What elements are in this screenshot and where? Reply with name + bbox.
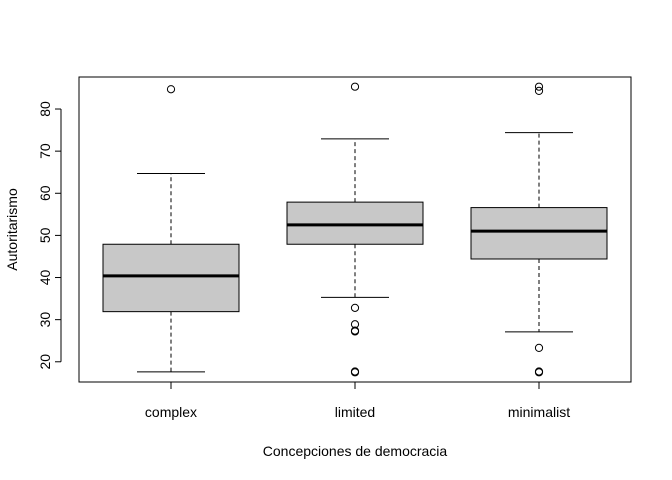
y-tick-label: 40: [37, 270, 53, 286]
outlier-point: [534, 82, 544, 91]
y-tick-label: 50: [37, 227, 53, 243]
x-tick-label: limited: [335, 404, 375, 420]
outlier-point: [534, 343, 544, 352]
outlier-point: [534, 86, 544, 96]
boxes-layer: [102, 82, 608, 377]
box-complex: [102, 85, 240, 373]
outlier-point: [350, 303, 360, 312]
y-tick-label: 80: [37, 101, 53, 117]
y-tick-label: 70: [37, 143, 53, 159]
y-tick-label: 30: [37, 312, 53, 328]
outlier-point: [350, 368, 360, 377]
iqr-box: [286, 201, 424, 245]
x-axis: complex limited minimalist: [145, 381, 570, 420]
iqr-box: [470, 207, 608, 260]
x-tick-label: complex: [145, 404, 197, 420]
outlier-point: [534, 368, 544, 377]
iqr-box: [102, 243, 240, 313]
outlier-point: [350, 327, 360, 336]
x-tick-label: minimalist: [508, 404, 570, 420]
outlier-point: [166, 85, 176, 94]
y-axis: 20 30 40 50 60 70 80: [37, 101, 62, 370]
y-axis-title: Autoritarismo: [4, 188, 20, 271]
y-tick-label: 20: [37, 354, 53, 370]
y-tick-label: 60: [37, 185, 53, 201]
box-limited: [286, 82, 424, 377]
box-minimalist: [470, 82, 608, 377]
outlier-point: [350, 82, 360, 91]
x-axis-title: Concepciones de democracia: [263, 443, 448, 459]
